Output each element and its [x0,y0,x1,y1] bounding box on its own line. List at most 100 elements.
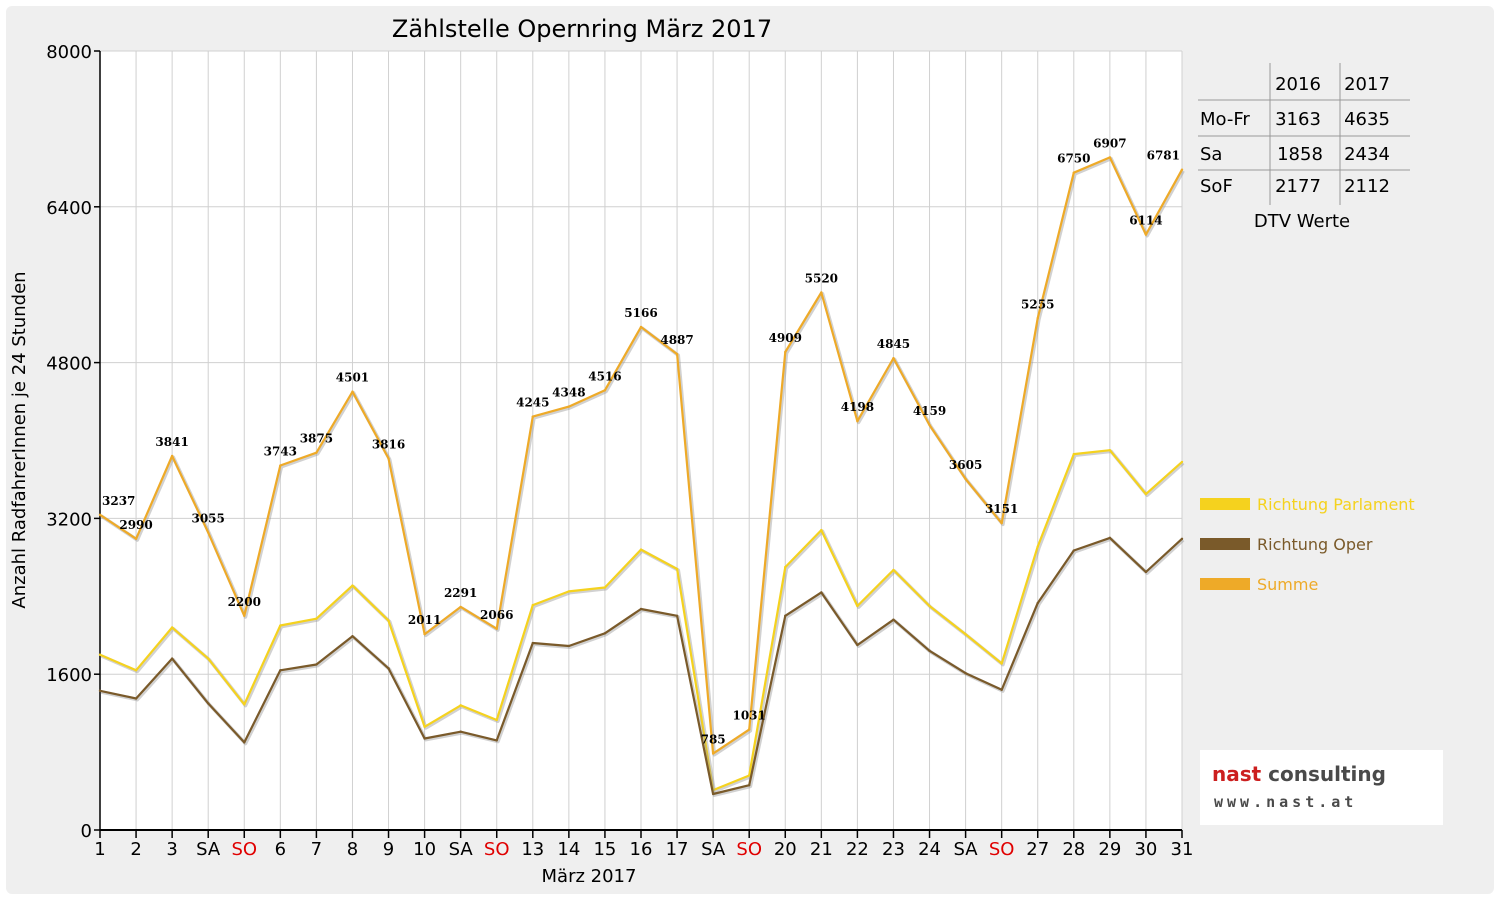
data-point [892,618,895,621]
legend: Richtung Parlament Richtung Oper Summe [1200,495,1415,594]
data-point [531,415,534,418]
dtv-table: 2016 2017 Mo-Fr 3163 4635 Sa 1858 2434 S… [1198,63,1410,232]
data-point [856,643,859,647]
data-point [639,607,643,611]
x-axis-label: März 2017 [542,866,637,887]
data-point [1072,171,1076,174]
data-point [1144,233,1148,236]
data-point [315,663,318,666]
data-point [928,649,931,653]
data-point [1036,317,1039,320]
data-point [1180,168,1184,171]
data-point [279,464,282,467]
x-tick-label: 27 [1026,839,1049,860]
x-tick-label: 3 [166,839,177,860]
logo-name-accent: nast [1212,762,1262,786]
data-point [1000,662,1003,665]
data-point [784,614,787,617]
x-tick-label: 7 [311,839,322,860]
data-point [820,591,823,594]
data-point [351,584,354,587]
dtv-caption: DTV Werte [1254,211,1350,232]
data-point [892,568,895,572]
data-point [784,565,787,569]
data-label: 2200 [228,595,261,609]
data-point [820,528,823,532]
x-tick-label: SO [736,839,762,860]
dtv-row-label: Mo-Fr [1200,109,1250,130]
data-label: 4909 [769,331,802,345]
x-tick-label: 28 [1062,839,1085,860]
data-point [639,548,643,551]
dtv-header-2016: 2016 [1275,74,1321,95]
x-tick-label: SA [449,839,474,860]
data-label: 4845 [877,337,910,351]
data-point [1180,537,1184,541]
data-label: 6781 [1147,149,1180,163]
data-label: 4159 [913,404,946,418]
data-point [495,739,498,742]
x-tick-label: SO [989,839,1015,860]
data-label: 4501 [336,371,369,385]
data-point [964,672,967,675]
data-point [351,635,354,638]
data-point [748,728,751,731]
data-point [98,653,102,656]
data-point [567,405,571,408]
data-point [567,590,571,593]
data-point [495,718,498,722]
x-tick-label: 20 [774,839,797,860]
dtv-row-label: SoF [1200,176,1233,197]
chart-title: Zählstelle Opernring März 2017 [392,15,772,43]
data-point [531,603,534,607]
x-tick-label: 22 [846,839,869,860]
dtv-cell: 2177 [1275,176,1321,197]
data-point [928,604,931,608]
data-point [1072,452,1076,456]
data-point [1072,549,1076,552]
x-tick-label: 23 [882,839,905,860]
y-tick-label: 6400 [46,198,92,219]
data-point [964,477,967,481]
x-tick-label: 9 [383,839,394,860]
y-tick-label: 3200 [46,509,92,530]
data-point [639,325,643,329]
dtv-cell: 2112 [1344,176,1390,197]
data-point [964,633,967,636]
x-tick-label: 21 [810,839,833,860]
data-point [567,644,571,648]
data-point [243,614,246,617]
logo-name-rest: consulting [1261,762,1386,786]
data-point [928,423,931,427]
data-label: 3151 [985,502,1018,516]
data-label: 785 [701,733,726,747]
x-tick-label: SA [196,839,221,860]
data-point [603,632,607,635]
y-tick-label: 4800 [46,354,92,375]
data-label: 2990 [119,518,152,532]
x-tick-label: 8 [347,839,358,860]
data-point [207,657,210,660]
data-point [459,730,462,733]
data-point [423,737,426,740]
data-label: 2066 [480,608,513,622]
data-point [856,604,859,608]
data-point [675,614,679,617]
dtv-cell: 3163 [1275,109,1321,130]
x-tick-label: SO [231,839,257,860]
data-point [675,567,679,571]
data-point [748,784,751,787]
data-point [207,531,210,534]
data-label: 4198 [841,400,874,414]
data-label: 4516 [588,369,621,383]
data-point [820,291,823,294]
x-tick-label: 16 [630,839,653,860]
data-label: 6750 [1057,152,1090,166]
data-point [856,420,859,423]
x-tick-label: 10 [413,839,436,860]
data-label: 4245 [516,396,549,410]
data-point [459,605,462,609]
data-point [748,774,751,777]
data-point [315,617,318,620]
data-label: 5166 [624,306,657,320]
